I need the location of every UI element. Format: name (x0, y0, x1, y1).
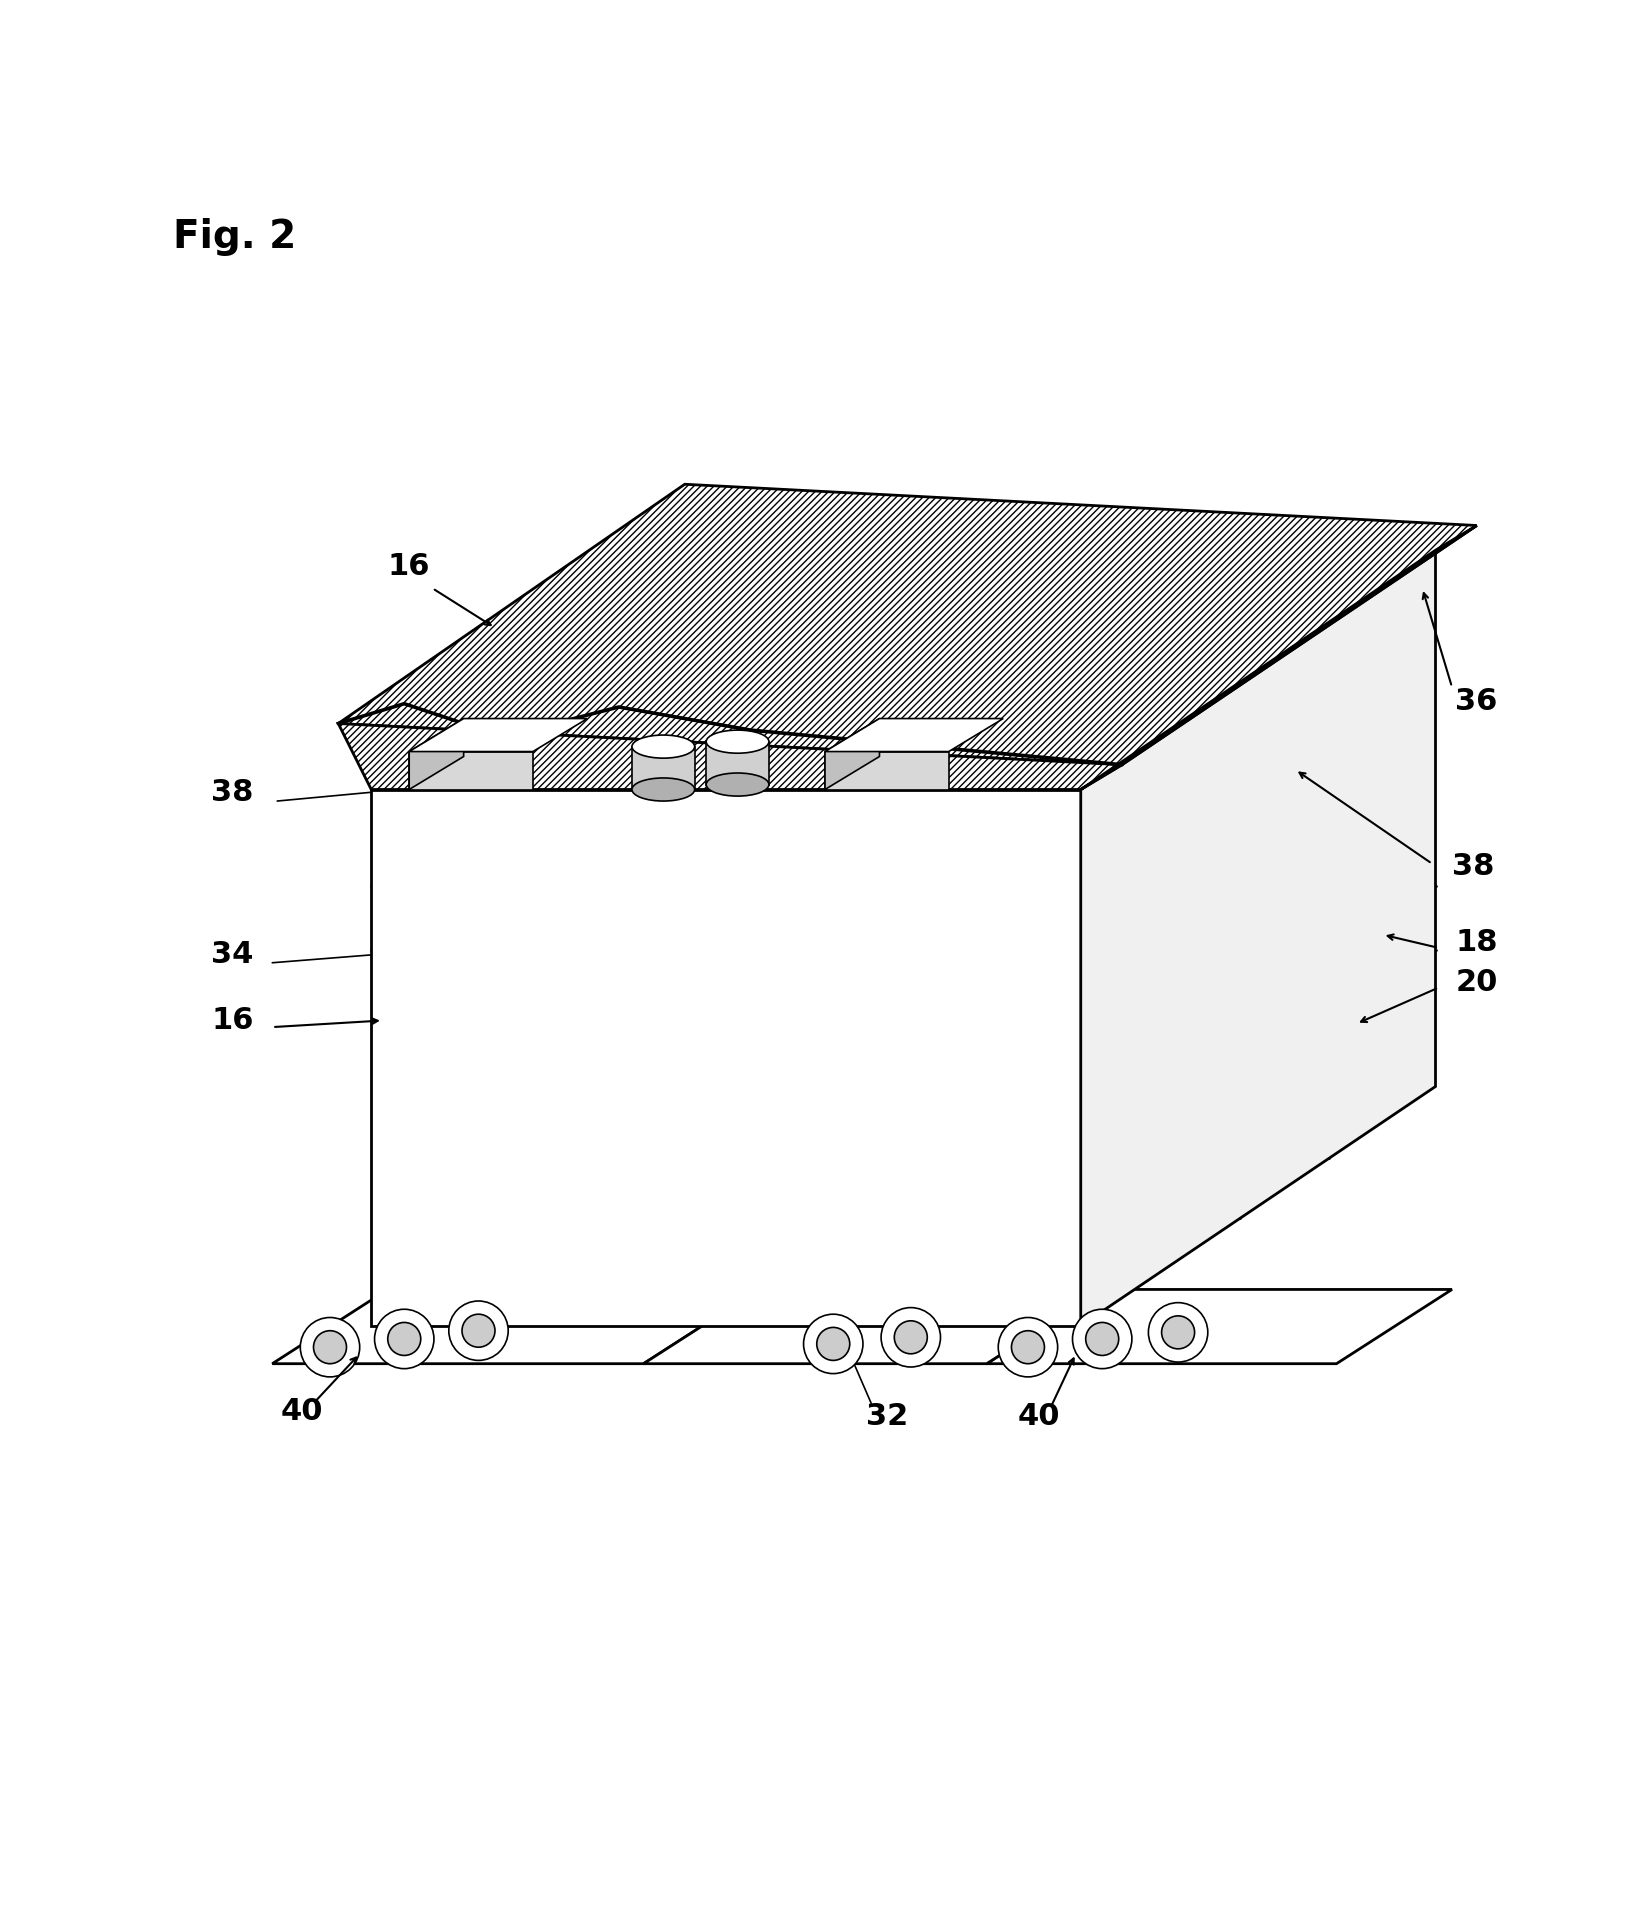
Text: 32: 32 (866, 1401, 909, 1430)
Polygon shape (825, 718, 1003, 752)
Polygon shape (338, 485, 1477, 766)
Polygon shape (272, 1289, 759, 1363)
Ellipse shape (706, 729, 769, 754)
Polygon shape (1081, 550, 1436, 1325)
Polygon shape (1081, 525, 1477, 790)
Circle shape (804, 1313, 863, 1374)
Polygon shape (987, 1289, 1452, 1363)
Polygon shape (632, 746, 695, 790)
Text: 36: 36 (1455, 687, 1498, 716)
Text: 40: 40 (1018, 1401, 1061, 1430)
Circle shape (300, 1317, 360, 1376)
Polygon shape (409, 718, 587, 752)
Polygon shape (706, 743, 769, 785)
Polygon shape (371, 550, 1436, 790)
Ellipse shape (632, 779, 695, 802)
Circle shape (375, 1310, 434, 1369)
Circle shape (894, 1321, 927, 1353)
Circle shape (881, 1308, 940, 1367)
Circle shape (1162, 1315, 1195, 1350)
Text: 38: 38 (1452, 851, 1495, 882)
Circle shape (1011, 1331, 1044, 1363)
Text: 40: 40 (280, 1397, 323, 1426)
Polygon shape (409, 718, 464, 790)
Circle shape (449, 1302, 508, 1361)
Text: 16: 16 (211, 1006, 254, 1035)
Text: 16: 16 (388, 552, 431, 580)
Text: 38: 38 (211, 779, 254, 808)
Polygon shape (338, 724, 1122, 790)
Circle shape (388, 1323, 421, 1355)
Ellipse shape (632, 735, 695, 758)
Circle shape (314, 1331, 346, 1363)
Text: 20: 20 (1455, 968, 1498, 996)
Polygon shape (371, 790, 1081, 1325)
Polygon shape (644, 1289, 1102, 1363)
Polygon shape (825, 752, 949, 790)
Polygon shape (825, 718, 879, 790)
Text: Fig. 2: Fig. 2 (173, 218, 297, 256)
Circle shape (998, 1317, 1058, 1376)
Polygon shape (409, 752, 533, 790)
Text: 34: 34 (211, 939, 254, 968)
Circle shape (1148, 1302, 1208, 1361)
Circle shape (1072, 1310, 1132, 1369)
Text: 18: 18 (1455, 928, 1498, 956)
Circle shape (462, 1313, 495, 1348)
Circle shape (817, 1327, 850, 1361)
Circle shape (1086, 1323, 1119, 1355)
Ellipse shape (706, 773, 769, 796)
